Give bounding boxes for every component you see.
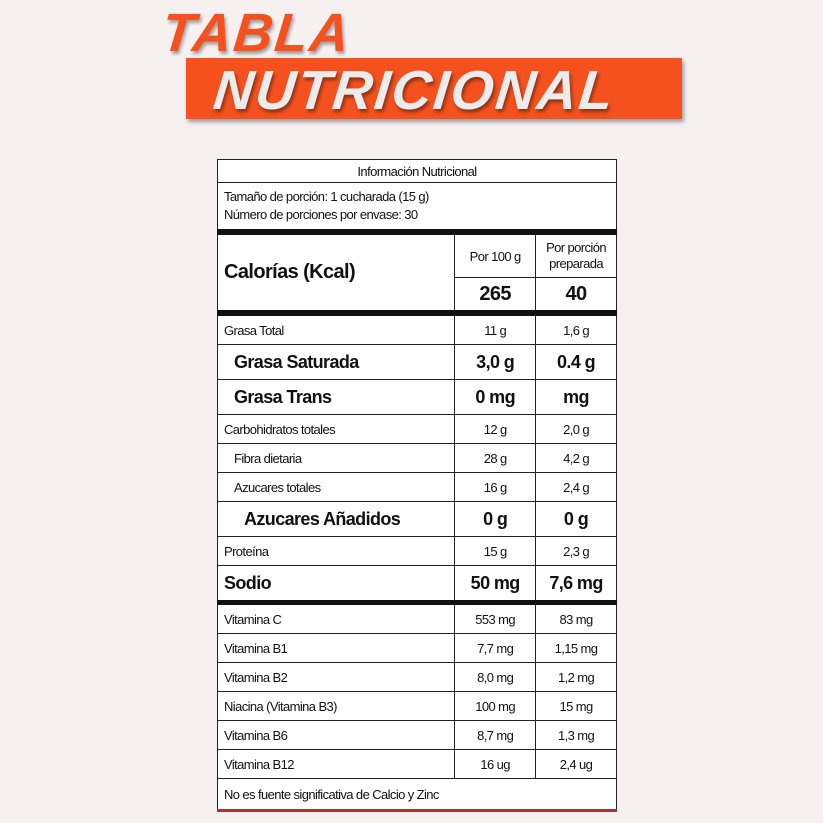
value-per-100g: 11 g xyxy=(454,312,537,345)
calories-portion: 40 xyxy=(535,277,617,316)
table-row: Vitamina B1 7,7 mg 1,15 mg xyxy=(216,633,617,663)
nutrient-name: Sodio xyxy=(216,565,456,605)
serving-size: Tamaño de porción: 1 cucharada (15 g) xyxy=(224,189,429,204)
nutrient-name: Vitamina B1 xyxy=(216,633,456,663)
value-per-portion: 1,2 mg xyxy=(535,662,617,692)
heading-banner xyxy=(186,58,682,119)
value-per-100g: 553 mg xyxy=(454,602,537,634)
value-per-100g: 12 g xyxy=(454,414,537,444)
value-per-100g: 28 g xyxy=(454,443,537,473)
value-per-100g: 8,7 mg xyxy=(454,720,537,750)
calories-label: Calorías (Kcal) xyxy=(216,231,456,316)
value-per-portion: 2,4 ug xyxy=(535,749,617,779)
nutrient-name: Proteína xyxy=(216,536,456,566)
value-per-portion: 2,3 g xyxy=(535,536,617,566)
nutrient-name: Vitamina B6 xyxy=(216,720,456,750)
servings-per-container: Número de porciones por envase: 30 xyxy=(224,207,418,222)
value-per-portion: 7,6 mg xyxy=(535,565,617,605)
footnote: No es fuente significativa de Calcio y Z… xyxy=(217,778,617,812)
value-per-portion: 83 mg xyxy=(535,602,617,634)
nutrient-name: Vitamina B2 xyxy=(216,662,456,692)
value-per-portion: 2,0 g xyxy=(535,414,617,444)
table-row: Grasa Saturada 3,0 g 0.4 g xyxy=(216,344,617,380)
value-per-portion: 1,15 mg xyxy=(535,633,617,663)
nutrient-name: Azucares Añadidos xyxy=(216,501,456,537)
heading-line2: NUTRICIONAL xyxy=(210,59,619,121)
calories-100g: 265 xyxy=(454,277,537,316)
nutrient-name: Grasa Saturada xyxy=(216,344,456,380)
nutrition-facts-table: Información Nutricional Tamaño de porció… xyxy=(216,159,617,812)
value-per-portion: 15 mg xyxy=(535,691,617,721)
table-row: Vitamina B6 8,7 mg 1,3 mg xyxy=(216,720,617,750)
nutrient-name: Fibra dietaria xyxy=(216,443,456,473)
table-row: Niacina (Vitamina B3) 100 mg 15 mg xyxy=(216,691,617,721)
value-per-portion: 1,6 g xyxy=(535,312,617,345)
column-header-100g: Por 100 g xyxy=(454,231,537,278)
value-per-portion: 2,4 g xyxy=(535,472,617,502)
nutrient-name: Vitamina C xyxy=(216,602,456,634)
value-per-portion: 0.4 g xyxy=(535,344,617,380)
column-header-portion: Por porción preparada xyxy=(535,231,617,278)
table-title: Información Nutricional xyxy=(217,159,617,183)
value-per-portion: 0 g xyxy=(535,501,617,537)
table-row: Sodio 50 mg 7,6 mg xyxy=(216,565,617,605)
table-row: Fibra dietaria 28 g 4,2 g xyxy=(216,443,617,473)
value-per-portion: mg xyxy=(535,379,617,415)
value-per-100g: 8,0 mg xyxy=(454,662,537,692)
value-per-100g: 50 mg xyxy=(454,565,537,605)
value-per-portion: 4,2 g xyxy=(535,443,617,473)
table-row: Grasa Total 11 g 1,6 g xyxy=(216,312,617,345)
table-row: Grasa Trans 0 mg mg xyxy=(216,379,617,415)
table-row: Vitamina C 553 mg 83 mg xyxy=(216,602,617,634)
nutrient-name: Azucares totales xyxy=(216,472,456,502)
serving-info: Tamaño de porción: 1 cucharada (15 g) Nú… xyxy=(217,182,617,235)
value-per-100g: 16 ug xyxy=(454,749,537,779)
nutrient-name: Carbohidratos totales xyxy=(216,414,456,444)
nutrient-name: Grasa Total xyxy=(216,312,456,345)
nutrient-name: Niacina (Vitamina B3) xyxy=(216,691,456,721)
value-per-100g: 15 g xyxy=(454,536,537,566)
heading-line1: TABLA xyxy=(158,3,355,63)
value-per-100g: 16 g xyxy=(454,472,537,502)
value-per-100g: 0 g xyxy=(454,501,537,537)
table-row: Azucares totales 16 g 2,4 g xyxy=(216,472,617,502)
value-per-100g: 7,7 mg xyxy=(454,633,537,663)
table-row: Carbohidratos totales 12 g 2,0 g xyxy=(216,414,617,444)
table-row: Vitamina B2 8,0 mg 1,2 mg xyxy=(216,662,617,692)
nutrient-name: Grasa Trans xyxy=(216,379,456,415)
table-row: Proteína 15 g 2,3 g xyxy=(216,536,617,566)
value-per-100g: 3,0 g xyxy=(454,344,537,380)
table-row: Vitamina B12 16 ug 2,4 ug xyxy=(216,749,617,779)
value-per-portion: 1,3 mg xyxy=(535,720,617,750)
value-per-100g: 100 mg xyxy=(454,691,537,721)
nutrient-name: Vitamina B12 xyxy=(216,749,456,779)
value-per-100g: 0 mg xyxy=(454,379,537,415)
